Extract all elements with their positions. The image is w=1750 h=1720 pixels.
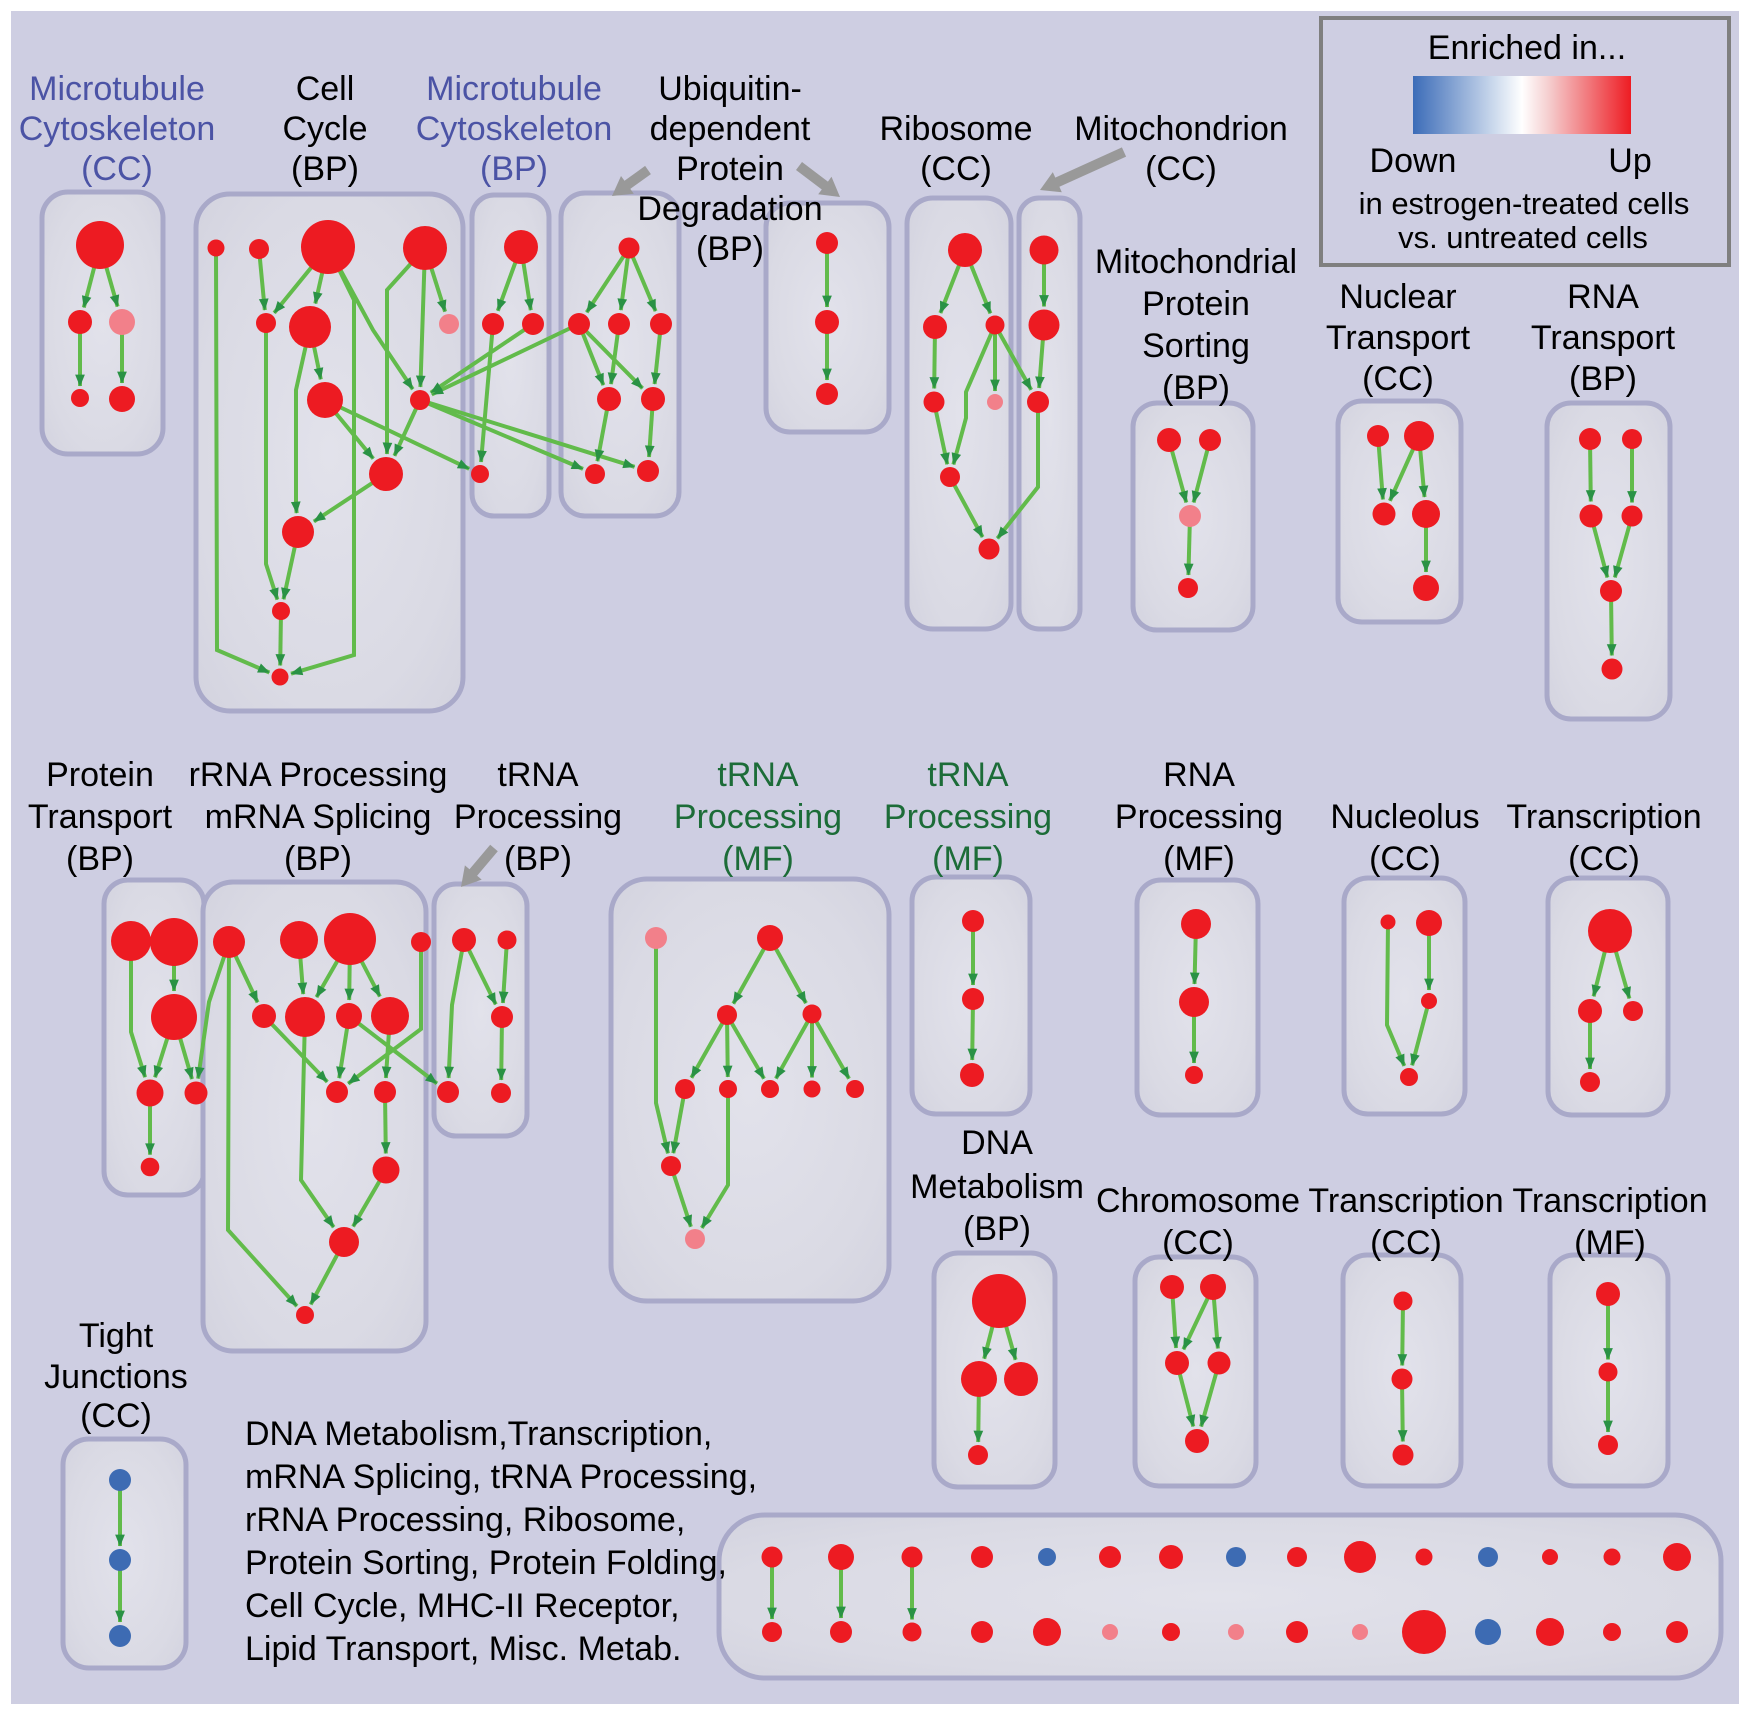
svg-text:Cytoskeleton: Cytoskeleton <box>416 110 613 148</box>
svg-text:(CC): (CC) <box>80 1397 152 1435</box>
svg-text:(MF): (MF) <box>1163 840 1235 878</box>
svg-text:Junctions: Junctions <box>44 1358 188 1396</box>
svg-text:Cell: Cell <box>296 70 355 108</box>
svg-text:Cell Cycle, MHC-II Receptor,: Cell Cycle, MHC-II Receptor, <box>245 1587 680 1625</box>
svg-text:Down: Down <box>1370 142 1457 180</box>
svg-text:(BP): (BP) <box>1569 360 1637 398</box>
svg-text:(MF): (MF) <box>722 840 794 878</box>
svg-text:Lipid Transport, Misc. Metab.: Lipid Transport, Misc. Metab. <box>245 1630 682 1668</box>
svg-text:Protein Sorting, Protein Foldi: Protein Sorting, Protein Folding, <box>245 1544 727 1582</box>
svg-text:(BP): (BP) <box>66 840 134 878</box>
svg-text:RNA: RNA <box>1163 756 1235 794</box>
svg-text:(CC): (CC) <box>1369 840 1441 878</box>
svg-text:tRNA: tRNA <box>717 756 799 794</box>
svg-text:Transport: Transport <box>1531 319 1676 357</box>
svg-text:(CC): (CC) <box>81 150 153 188</box>
svg-text:Up: Up <box>1608 142 1651 180</box>
svg-text:rRNA Processing, Ribosome,: rRNA Processing, Ribosome, <box>245 1501 685 1539</box>
svg-text:Processing: Processing <box>674 798 842 836</box>
svg-text:dependent: dependent <box>650 110 811 148</box>
svg-text:(CC): (CC) <box>1162 1224 1234 1262</box>
svg-text:(CC): (CC) <box>1568 840 1640 878</box>
svg-text:in estrogen-treated cells: in estrogen-treated cells <box>1359 186 1690 221</box>
svg-text:(BP): (BP) <box>504 840 572 878</box>
svg-text:(BP): (BP) <box>480 150 548 188</box>
svg-text:Enriched in...: Enriched in... <box>1428 29 1626 67</box>
svg-text:Microtubule: Microtubule <box>29 70 205 108</box>
svg-text:Cytoskeleton: Cytoskeleton <box>19 110 216 148</box>
svg-text:Ribosome: Ribosome <box>879 110 1032 148</box>
svg-text:Nuclear: Nuclear <box>1339 278 1456 316</box>
svg-text:(BP): (BP) <box>963 1210 1031 1248</box>
svg-text:vs. untreated cells: vs. untreated cells <box>1398 220 1648 255</box>
svg-text:(BP): (BP) <box>291 150 359 188</box>
svg-text:Mitochondrion: Mitochondrion <box>1074 110 1288 148</box>
svg-text:Cycle: Cycle <box>282 110 367 148</box>
svg-text:(BP): (BP) <box>1162 369 1230 407</box>
svg-text:mRNA Splicing: mRNA Splicing <box>205 798 432 836</box>
svg-text:Tight: Tight <box>79 1317 154 1355</box>
svg-text:rRNA Processing: rRNA Processing <box>189 756 448 794</box>
svg-text:Chromosome: Chromosome <box>1096 1182 1300 1220</box>
svg-text:(MF): (MF) <box>932 840 1004 878</box>
svg-text:Transcription: Transcription <box>1308 1182 1503 1220</box>
svg-text:Nucleolus: Nucleolus <box>1330 798 1479 836</box>
svg-text:(MF): (MF) <box>1574 1224 1646 1262</box>
svg-text:Processing: Processing <box>454 798 622 836</box>
svg-text:DNA Metabolism,Transcription,: DNA Metabolism,Transcription, <box>245 1415 712 1453</box>
svg-text:Microtubule: Microtubule <box>426 70 602 108</box>
svg-text:Protein: Protein <box>676 150 784 188</box>
svg-text:Processing: Processing <box>1115 798 1283 836</box>
svg-text:tRNA: tRNA <box>497 756 579 794</box>
svg-text:Protein: Protein <box>46 756 154 794</box>
svg-text:Transport: Transport <box>1326 319 1471 357</box>
svg-text:Metabolism: Metabolism <box>910 1168 1084 1206</box>
svg-text:(CC): (CC) <box>1370 1224 1442 1262</box>
svg-text:mRNA Splicing, tRNA Processing: mRNA Splicing, tRNA Processing, <box>245 1458 757 1496</box>
svg-text:Mitochondrial: Mitochondrial <box>1095 243 1297 281</box>
svg-text:(CC): (CC) <box>1362 360 1434 398</box>
svg-text:RNA: RNA <box>1567 278 1639 316</box>
svg-text:Transcription: Transcription <box>1512 1182 1707 1220</box>
svg-text:Protein: Protein <box>1142 285 1250 323</box>
svg-text:Ubiquitin-: Ubiquitin- <box>658 70 802 108</box>
svg-text:DNA: DNA <box>961 1124 1033 1162</box>
svg-text:Transcription: Transcription <box>1506 798 1701 836</box>
svg-text:tRNA: tRNA <box>927 756 1009 794</box>
svg-text:Processing: Processing <box>884 798 1052 836</box>
svg-text:Degradation: Degradation <box>637 190 822 228</box>
svg-text:Sorting: Sorting <box>1142 327 1250 365</box>
svg-text:(BP): (BP) <box>696 230 764 268</box>
svg-text:(CC): (CC) <box>920 150 992 188</box>
svg-text:(BP): (BP) <box>284 840 352 878</box>
svg-text:Transport: Transport <box>28 798 173 836</box>
svg-text:(CC): (CC) <box>1145 150 1217 188</box>
